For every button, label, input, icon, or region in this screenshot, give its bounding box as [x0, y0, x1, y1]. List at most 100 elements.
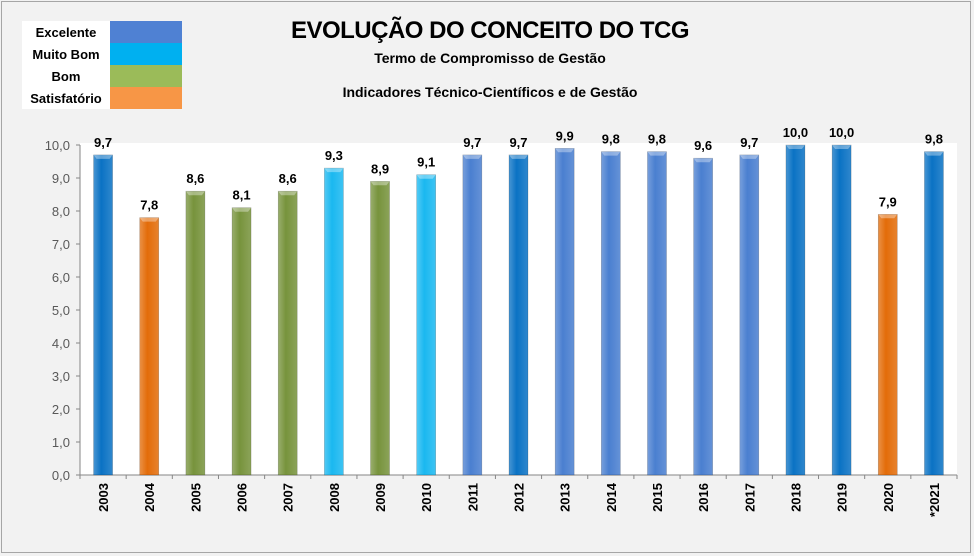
data-label: 9,8 — [602, 132, 620, 147]
data-label: 7,8 — [140, 198, 158, 213]
x-tick-label: *2021 — [927, 483, 942, 517]
x-tick-label: 2003 — [96, 483, 111, 512]
data-label: 9,1 — [417, 155, 435, 170]
x-tick-label: 2006 — [235, 483, 250, 512]
legend-item-bom: Bom — [22, 65, 182, 87]
data-label: 9,6 — [694, 138, 712, 153]
chart-subtitle-2: Indicadores Técnico-Científicos e de Ges… — [342, 84, 638, 100]
data-label: 9,7 — [94, 135, 112, 150]
y-tick-label: 4,0 — [52, 336, 70, 351]
bar-bevel — [924, 151, 944, 156]
x-tick-label: 2007 — [281, 483, 296, 512]
bar-2020 — [877, 214, 898, 476]
y-tick-label: 2,0 — [52, 402, 70, 417]
bar-bevel — [555, 148, 575, 153]
data-label: 10,0 — [829, 125, 854, 140]
legend-label: Muito Bom — [32, 46, 100, 62]
legend-swatch — [110, 65, 182, 87]
bar-2006 — [231, 207, 252, 476]
bar-*2021 — [924, 151, 944, 476]
x-tick-label: 2012 — [512, 483, 527, 512]
bar-bevel — [185, 191, 205, 196]
bar-2012 — [508, 154, 529, 476]
y-tick-label: 9,0 — [52, 171, 70, 186]
y-tick-label: 0,0 — [52, 468, 70, 483]
y-tick-label: 10,0 — [45, 138, 70, 153]
bar-2010 — [416, 174, 436, 476]
legend-item-satisfatorio: Satisfatório — [22, 87, 182, 109]
y-tick-label: 8,0 — [52, 204, 70, 219]
bar-2011 — [462, 154, 483, 476]
x-tick-label: 2005 — [188, 483, 203, 512]
chart-title: EVOLUÇÃO DO CONCEITO DO TCG — [290, 17, 690, 44]
legend-swatch — [110, 43, 182, 65]
chart-subtitle: Termo de Compromisso de Gestão — [374, 50, 606, 66]
bar-2016 — [693, 157, 713, 476]
bar-2019 — [831, 144, 852, 476]
bar-2014 — [601, 151, 621, 476]
bar-2007 — [277, 190, 298, 476]
data-label: 9,7 — [740, 135, 758, 150]
x-tick-label: 2015 — [650, 483, 665, 512]
legend-label: Bom — [51, 68, 81, 84]
legend: Excelente Muito Bom Bom Satisfatório — [22, 21, 182, 109]
bar-bevel — [509, 154, 528, 159]
bar-2013 — [554, 148, 575, 476]
legend-swatch — [110, 21, 182, 43]
bar-2004 — [139, 217, 160, 476]
data-label: 9,7 — [463, 135, 481, 150]
x-tick-label: 2004 — [142, 482, 157, 512]
bar-bevel — [739, 154, 759, 159]
bar-bevel — [278, 191, 298, 196]
x-tick-label: 2018 — [788, 483, 803, 512]
data-label: 9,8 — [925, 132, 943, 147]
bar-bevel — [324, 168, 344, 173]
bar-bevel — [832, 145, 852, 149]
x-tick-label: 2013 — [558, 483, 573, 512]
data-label: 8,6 — [186, 171, 204, 186]
bar-bevel — [878, 214, 898, 219]
data-label: 8,1 — [233, 188, 251, 203]
bar-bevel — [370, 181, 390, 186]
y-tick-label: 6,0 — [52, 270, 70, 285]
legend-item-excelente: Excelente — [22, 21, 182, 43]
y-tick-label: 7,0 — [52, 237, 70, 252]
x-tick-label: 2016 — [696, 483, 711, 512]
x-tick-label: 2011 — [465, 483, 480, 511]
bar-2018 — [785, 144, 806, 476]
y-tick-label: 5,0 — [52, 303, 70, 318]
bar-2009 — [370, 181, 390, 476]
bar-2008 — [324, 167, 344, 476]
bar-2015 — [647, 151, 667, 476]
data-label: 9,9 — [556, 128, 574, 143]
bar-bevel — [93, 154, 113, 159]
x-tick-label: 2019 — [835, 483, 850, 512]
x-tick-label: 2009 — [373, 483, 388, 512]
x-tick-label: 2010 — [419, 483, 434, 512]
y-tick-label: 3,0 — [52, 369, 70, 384]
data-label: 9,7 — [509, 135, 527, 150]
legend-label: Excelente — [35, 24, 97, 40]
x-tick-label: 2008 — [327, 483, 342, 512]
data-label: 7,9 — [879, 194, 897, 209]
bar-2005 — [185, 190, 206, 476]
y-tick-label: 1,0 — [52, 435, 70, 450]
bar-bevel — [601, 151, 621, 156]
bar-bevel — [416, 174, 436, 179]
legend-label: Satisfatório — [30, 90, 102, 106]
data-label: 9,8 — [648, 132, 666, 147]
data-label: 9,3 — [325, 148, 343, 163]
bar-bevel — [647, 151, 667, 156]
x-tick-label: 2014 — [604, 482, 619, 512]
data-label: 10,0 — [783, 125, 808, 140]
bar-bevel — [232, 207, 252, 212]
bar-bevel — [785, 145, 805, 149]
data-label: 8,9 — [371, 161, 389, 176]
bar-bevel — [462, 154, 482, 159]
legend-swatch — [110, 87, 182, 109]
x-tick-label: 2020 — [881, 483, 896, 512]
bar-2003 — [93, 154, 113, 476]
data-label: 8,6 — [279, 171, 297, 186]
